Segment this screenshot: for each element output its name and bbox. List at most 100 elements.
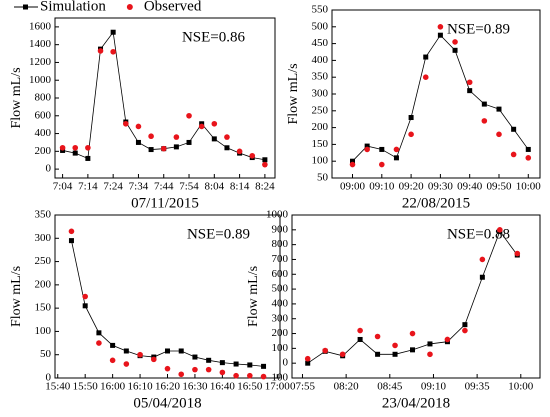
observed-marker — [233, 372, 239, 379]
simulation-marker — [350, 158, 356, 164]
series-line — [307, 230, 518, 364]
simulation-marker — [68, 238, 74, 244]
observed-marker — [178, 371, 185, 378]
x-tick-label: 10:00 — [516, 181, 542, 193]
observed-marker — [173, 134, 180, 140]
y-tick-label: 250 — [35, 255, 52, 267]
observed-marker — [148, 133, 154, 140]
observed-marker — [479, 256, 486, 263]
y-tick-label: 400 — [272, 297, 289, 309]
x-tick-label: 7:04 — [53, 181, 73, 193]
simulation-marker — [525, 146, 531, 152]
observed-marker — [110, 48, 116, 55]
x-tick-label: 09:10 — [421, 381, 447, 393]
observed-marker — [374, 333, 381, 340]
observed-marker — [164, 365, 171, 372]
plot-frame — [291, 214, 541, 379]
observed-marker — [339, 351, 346, 358]
y-tick-label: 100 — [272, 342, 289, 354]
observed-marker — [150, 356, 157, 363]
simulation-marker — [192, 354, 198, 360]
x-tick-label: 09:30 — [428, 181, 454, 193]
simulation-marker — [393, 155, 399, 161]
simulation-marker — [110, 342, 116, 348]
y-tick-label: 400 — [312, 54, 329, 66]
observed-marker — [364, 146, 370, 153]
x-tick-label: 16:50 — [237, 381, 263, 393]
y-tick-label: 150 — [35, 302, 52, 314]
observed-marker — [393, 146, 400, 153]
y-tick-label: 0 — [283, 357, 289, 369]
observed-marker — [357, 327, 363, 334]
x-tick-label: 16:00 — [100, 381, 126, 393]
simulation-marker — [219, 360, 225, 366]
simulation-marker — [423, 54, 429, 60]
simulation-marker — [96, 330, 102, 336]
x-tick-label: 8:24 — [255, 181, 275, 193]
y-tick-label: 1200 — [29, 56, 52, 68]
observed-marker — [137, 351, 143, 358]
x-tick-label: 10:00 — [508, 381, 534, 393]
y-tick-label: 0 — [46, 372, 52, 384]
y-tick-label: 900 — [272, 223, 289, 235]
observed-marker — [409, 330, 416, 337]
simulation-marker — [233, 361, 239, 367]
observed-marker — [160, 145, 167, 152]
simulation-marker — [173, 144, 179, 150]
observed-marker — [85, 144, 91, 151]
y-tick-label: 1600 — [29, 20, 52, 32]
y-tick-label: 150 — [312, 138, 329, 150]
y-tick-label: 50 — [317, 172, 329, 184]
x-tick-label: 09:00 — [340, 181, 366, 193]
observed-marker — [392, 342, 398, 349]
simulation-marker — [262, 157, 268, 163]
x-tick-label: 8:04 — [205, 181, 225, 193]
legend-marker — [126, 4, 133, 10]
x-tick-label: 17:00 — [265, 381, 291, 393]
observed-marker — [304, 355, 311, 362]
observed-marker — [236, 148, 243, 155]
x-tick-label: 15:50 — [73, 381, 99, 393]
observed-marker — [123, 361, 130, 367]
y-tick-label: 500 — [272, 283, 289, 295]
observed-marker — [82, 293, 88, 300]
observed-marker — [72, 144, 79, 151]
observed-marker — [444, 336, 451, 343]
observed-marker — [379, 161, 385, 168]
x-tick-label: 16:20 — [155, 381, 181, 393]
y-axis-label: Flow mL/s — [9, 67, 24, 128]
observed-marker — [211, 120, 218, 127]
observed-marker — [422, 74, 429, 80]
simulation-marker — [247, 362, 253, 368]
simulation-marker — [186, 139, 192, 145]
legend-label: Observed — [144, 0, 202, 14]
observed-marker — [249, 152, 256, 159]
x-tick-label: 7:34 — [129, 181, 149, 193]
observed-marker — [514, 250, 521, 257]
y-tick-label: 800 — [272, 238, 289, 250]
y-tick-label: 200 — [272, 327, 289, 339]
y-tick-label: -100 — [268, 372, 289, 384]
observed-marker — [186, 112, 192, 119]
x-tick-label: 8:14 — [230, 181, 250, 193]
observed-marker — [452, 39, 458, 45]
y-tick-label: 1000 — [29, 74, 52, 86]
observed-marker — [349, 161, 356, 168]
observed-marker — [205, 366, 212, 373]
observed-marker — [260, 373, 267, 380]
x-tick-label: 7:24 — [103, 181, 123, 193]
observed-marker — [96, 340, 102, 346]
panel-title: 22/08/2015 — [402, 195, 470, 211]
simulation-marker — [462, 322, 468, 328]
x-tick-label: 16:10 — [128, 381, 154, 393]
simulation-marker — [511, 126, 517, 132]
observed-marker — [466, 79, 473, 86]
simulation-marker — [479, 274, 485, 280]
y-tick-label: 600 — [35, 109, 52, 121]
y-tick-label: 1000 — [266, 209, 289, 221]
annotation: NSE=0.88 — [447, 226, 510, 242]
observed-marker — [247, 372, 253, 379]
simulation-marker — [427, 341, 433, 347]
simulation-marker — [261, 363, 267, 369]
